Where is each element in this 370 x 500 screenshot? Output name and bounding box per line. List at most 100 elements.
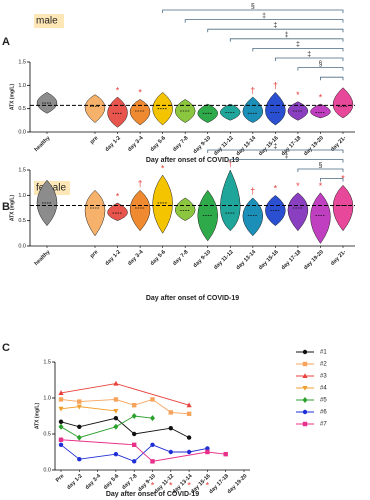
- x-tick-label: day 17-18: [280, 249, 302, 271]
- point: [77, 424, 82, 429]
- violin: [152, 174, 173, 234]
- legend-label: #4: [320, 386, 327, 392]
- bracket: [320, 76, 344, 81]
- x-tick-label: day 7-8: [121, 473, 139, 491]
- bracket-label: §: [319, 61, 323, 68]
- violin: [197, 103, 218, 123]
- point: [76, 434, 82, 441]
- violin: [265, 91, 286, 126]
- x-tick-label: day 15-16: [258, 249, 280, 271]
- x-axis-title: Day after onset of COVID-19: [146, 157, 239, 164]
- violin: [242, 197, 264, 237]
- panel-label: C: [2, 342, 10, 354]
- point: [113, 451, 119, 457]
- legend-label: #5: [320, 398, 327, 404]
- significance-mark: *: [206, 480, 210, 490]
- series-line: [60, 415, 153, 439]
- panel-label: B: [2, 201, 10, 213]
- series-line: [60, 406, 116, 412]
- x-tick-label: day 19-20: [303, 135, 325, 157]
- point: [132, 442, 137, 447]
- bracket-label: §: [251, 3, 255, 10]
- bracket: [162, 9, 344, 13]
- y-tick-label: 1.5: [18, 59, 26, 65]
- y-tick-label: 1.5: [18, 167, 26, 173]
- y-axis-title: ATX (mg/L): [34, 403, 40, 430]
- point: [223, 451, 228, 457]
- point: [76, 404, 82, 410]
- significance-mark: *: [187, 480, 191, 490]
- point: [205, 449, 210, 455]
- x-tick-label: day 19-20: [226, 473, 248, 495]
- legend-label: #1: [320, 350, 327, 356]
- y-tick-label: 1.0: [43, 395, 51, 401]
- bracket: [184, 19, 344, 23]
- violin: [332, 184, 354, 232]
- x-tick-label: day 11-12: [213, 135, 235, 157]
- violin: [129, 99, 151, 126]
- x-tick-label: day 9-10: [192, 249, 212, 269]
- point: [58, 397, 64, 402]
- x-tick-label: day 7-8: [172, 135, 190, 153]
- x-tick-label: day 19-20: [303, 249, 325, 271]
- significance-mark: *: [319, 181, 323, 191]
- point: [77, 399, 82, 404]
- subtitle: male: [36, 16, 58, 27]
- point: [186, 411, 192, 417]
- x-tick-label: day 1-2: [104, 135, 122, 153]
- x-axis-title: Day after onset of COVID-19: [106, 491, 199, 498]
- y-axis-title: ATX (mg/L): [9, 195, 15, 222]
- point: [113, 408, 119, 414]
- point: [302, 397, 308, 403]
- bracket: [274, 57, 344, 61]
- subtitle-box: [34, 14, 64, 28]
- violin: [174, 197, 196, 221]
- significance-mark: †: [228, 158, 233, 168]
- x-tick-label: day 3-4: [127, 135, 145, 153]
- significance-mark: †: [273, 81, 278, 91]
- y-tick-label: 0.5: [18, 106, 26, 112]
- significance-mark: †: [138, 179, 143, 189]
- y-tick-label: 1.5: [43, 359, 51, 365]
- significance-mark: *: [296, 181, 300, 191]
- bracket-label: ‡: [296, 42, 300, 49]
- bracket: [207, 149, 344, 153]
- bracket: [229, 38, 344, 42]
- bracket: [252, 48, 344, 52]
- point: [58, 419, 64, 424]
- x-tick-label: day 7-8: [172, 249, 190, 267]
- y-axis-title: ATX (mg/L): [9, 84, 15, 111]
- bracket-label: ‡: [285, 32, 289, 39]
- violin: [310, 192, 331, 244]
- point: [302, 409, 308, 415]
- x-tick-label: pre: [89, 249, 99, 259]
- significance-mark: *: [161, 163, 165, 173]
- violin: [84, 94, 106, 123]
- bracket-label: ‡: [273, 23, 277, 30]
- bracket: [297, 168, 344, 172]
- x-tick-label: day 3-4: [84, 473, 102, 491]
- significance-mark: *: [274, 184, 278, 194]
- violin: [332, 87, 354, 119]
- significance-mark: *: [151, 480, 155, 490]
- point: [58, 423, 64, 430]
- x-tick-label: day 11-12: [213, 249, 235, 271]
- violin: [287, 192, 309, 232]
- point: [186, 435, 192, 440]
- legend-label: #2: [320, 362, 327, 368]
- bracket-label: ‡: [262, 13, 266, 20]
- point: [302, 386, 308, 391]
- point: [58, 406, 64, 412]
- bracket-label: §: [319, 162, 323, 169]
- violin: [152, 92, 173, 126]
- violin: [107, 202, 128, 221]
- violin: [242, 96, 264, 123]
- x-axis-title: Day after onset of COVID-19: [146, 295, 239, 302]
- point: [58, 437, 64, 442]
- significance-mark: *: [169, 480, 173, 490]
- point: [132, 403, 137, 408]
- point: [131, 413, 137, 419]
- legend-label: #6: [320, 410, 327, 416]
- x-tick-label: day 13-14: [235, 135, 258, 158]
